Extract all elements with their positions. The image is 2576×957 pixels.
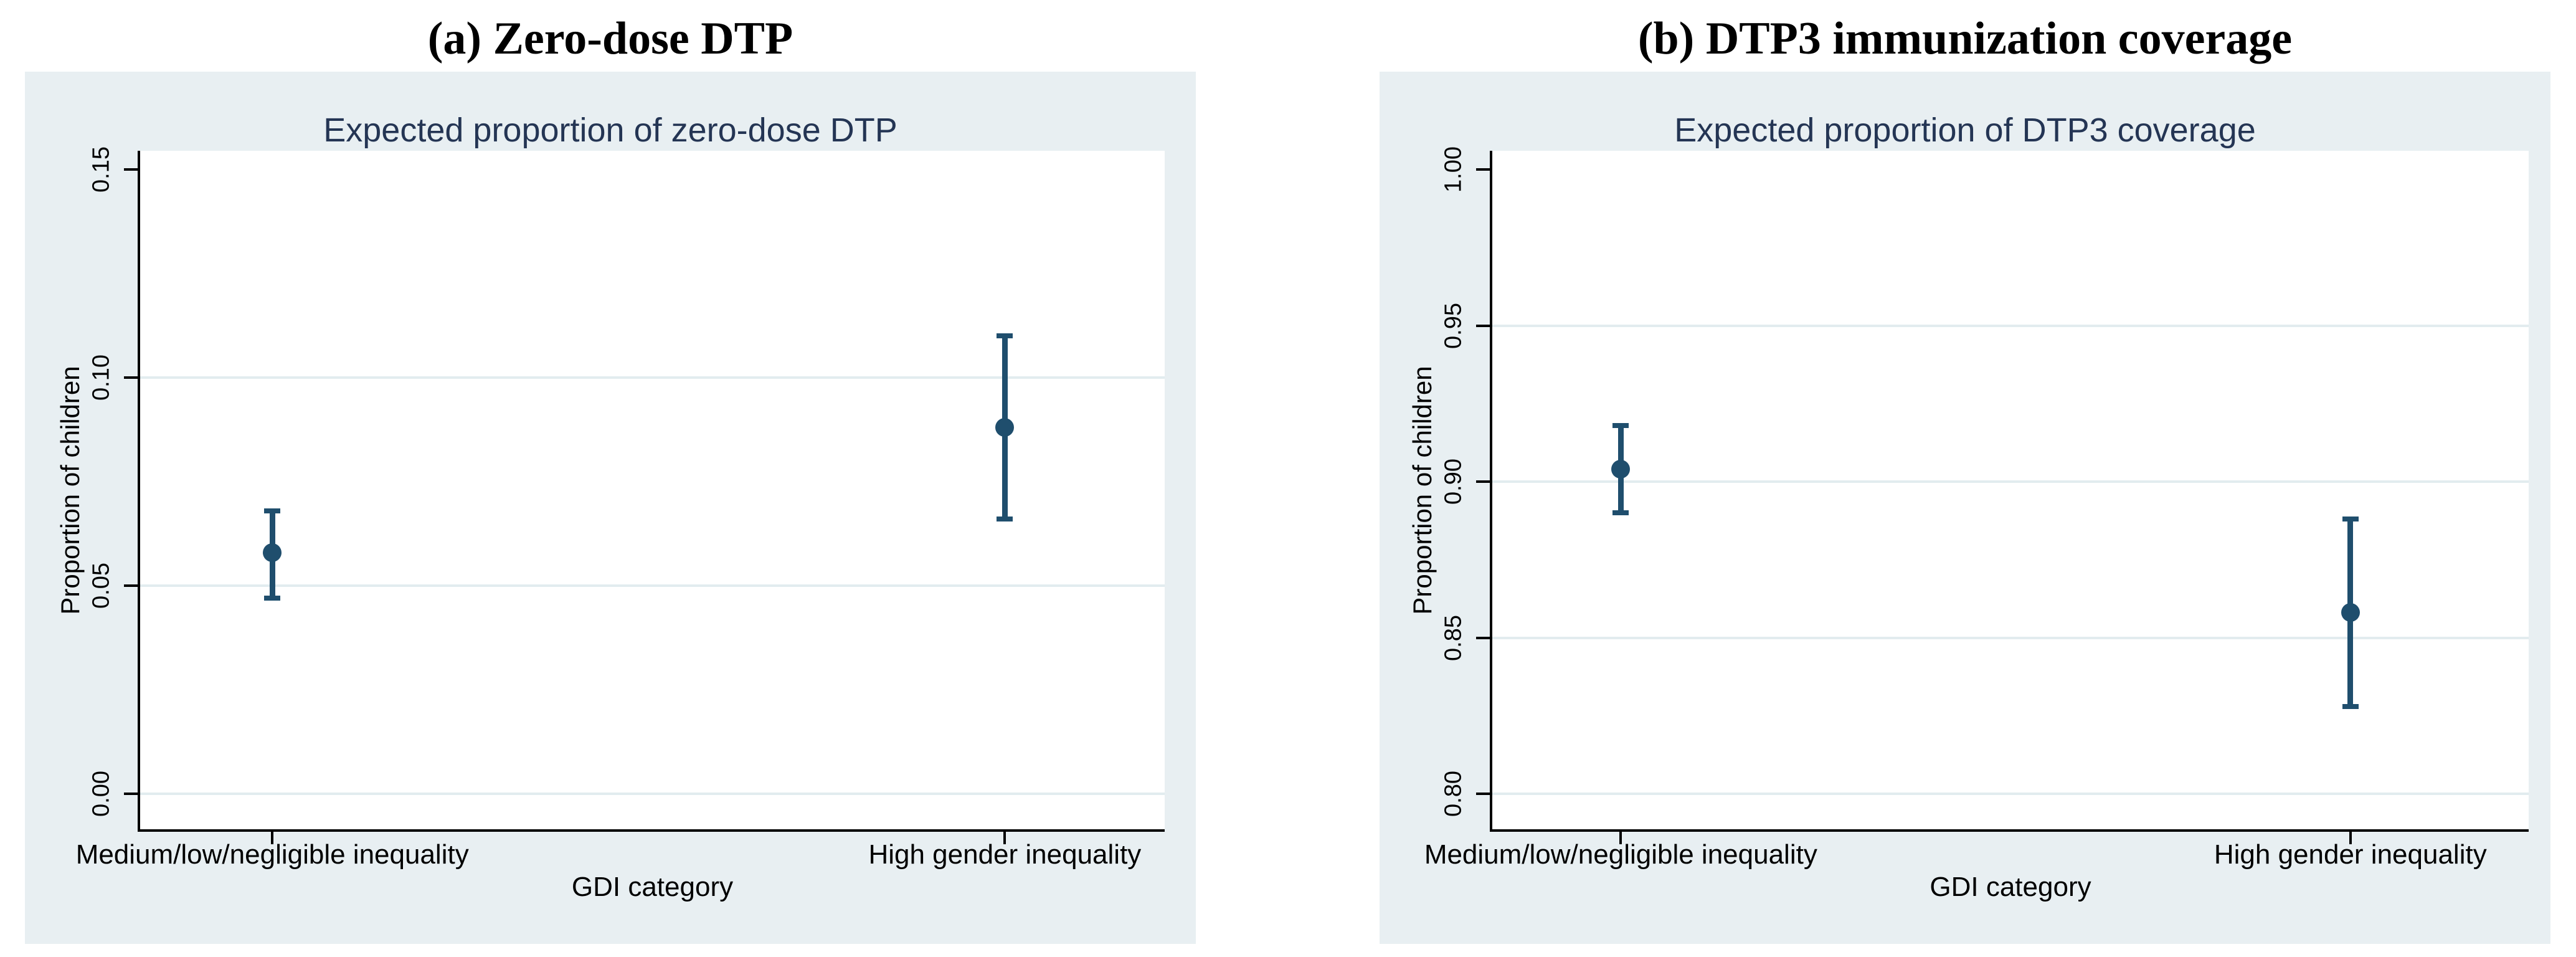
gridline [140, 376, 1165, 379]
y-tick-label: 0.90 [1440, 459, 1467, 505]
y-tick [1476, 480, 1490, 483]
gridline [1492, 636, 2529, 639]
panel-b-category-label-1: Medium/low/negligible inequality [1424, 839, 1817, 870]
gridline [1492, 793, 2529, 795]
gridline [1492, 480, 2529, 483]
panel-a-category-label-2: High gender inequality [868, 839, 1142, 870]
panel-b-inner-title: Expected proportion of DTP3 coverage [1674, 112, 2256, 149]
y-tick-label: 0.95 [1440, 302, 1467, 349]
y-tick [124, 376, 138, 379]
x-axis-line [1490, 829, 2529, 832]
panel-b-title: (b) DTP3 immunization coverage [1637, 13, 2293, 64]
y-tick [1476, 168, 1490, 171]
y-tick-label: 0.85 [1440, 614, 1467, 661]
panel-b-category-label-2: High gender inequality [2214, 839, 2487, 870]
y-tick [124, 584, 138, 587]
error-bar-cap-bottom [264, 596, 281, 601]
x-tick [1003, 832, 1006, 844]
panel-a-y-axis-label: Proportion of children [55, 365, 85, 615]
panel-a-x-axis-label: GDI category [571, 872, 734, 902]
y-tick [1476, 324, 1490, 327]
y-tick-label: 0.80 [1440, 771, 1467, 817]
panel-a-inner-title: Expected proportion of zero-dose DTP [323, 112, 897, 149]
panel-a-plot-area [140, 151, 1165, 829]
panel-a-category-label-1: Medium/low/negligible inequality [75, 839, 469, 870]
y-axis-line [138, 151, 140, 832]
error-bar-cap-top [997, 333, 1013, 339]
panel-b-y-axis-label: Proportion of children [1408, 365, 1437, 615]
error-bar-cap-top [1612, 422, 1629, 428]
gridline [140, 793, 1165, 795]
panel-a-title: (a) Zero-dose DTP [427, 13, 793, 64]
error-bar-cap-bottom [997, 517, 1013, 522]
x-tick [271, 832, 274, 844]
x-axis-line [138, 829, 1165, 832]
y-axis-line [1490, 151, 1492, 832]
y-tick [1476, 636, 1490, 639]
point-marker [2341, 603, 2360, 622]
y-tick [124, 793, 138, 795]
point-marker [995, 418, 1015, 437]
y-tick-label: 0.15 [88, 146, 115, 193]
panel-b-plot-area [1492, 151, 2529, 829]
error-bar-cap-bottom [2342, 703, 2359, 709]
x-tick [2349, 832, 2352, 844]
error-bar-cap-bottom [1612, 510, 1629, 516]
point-marker [263, 543, 282, 562]
panel-b-x-axis-label: GDI category [1930, 872, 2091, 902]
error-bar-cap-top [264, 508, 281, 513]
gridline [140, 584, 1165, 587]
y-tick-label: 0.00 [88, 771, 115, 817]
gridline [1492, 324, 2529, 327]
point-marker [1611, 459, 1631, 478]
y-tick-label: 0.05 [88, 563, 115, 609]
y-tick [124, 168, 138, 171]
y-tick-label: 0.10 [88, 355, 115, 401]
x-tick [1619, 832, 1622, 844]
error-bar-cap-top [2342, 517, 2359, 522]
y-tick-label: 1.00 [1440, 146, 1467, 193]
y-tick [1476, 793, 1490, 795]
